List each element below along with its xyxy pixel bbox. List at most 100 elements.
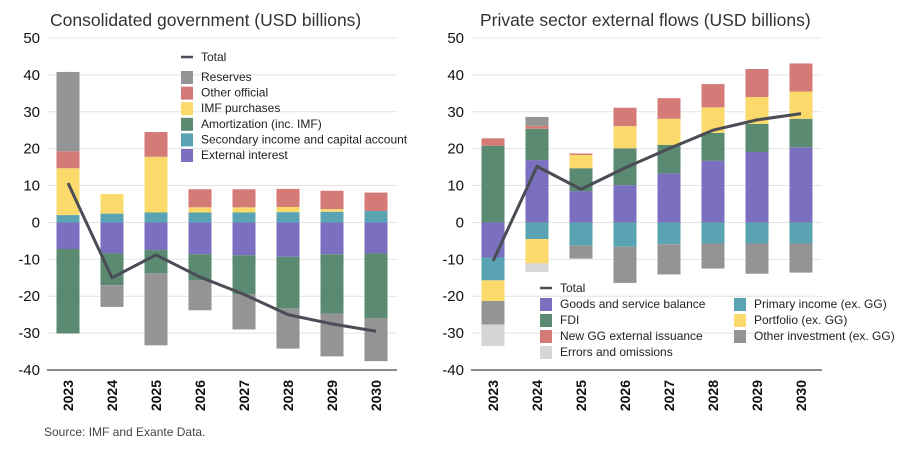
bar-segment-reserves-2026: [188, 280, 212, 311]
x-tick-label: 2030: [793, 380, 809, 411]
legend-swatch: [181, 133, 193, 147]
bar-segment-imf-purchases-2027: [232, 207, 256, 213]
y-tick-label: 40: [23, 67, 40, 84]
bar-segment-other-official-2023: [56, 151, 80, 169]
bar-segment-external-interest-2027: [232, 222, 256, 256]
bar-segment-portfolio-ex-gg--2027: [657, 118, 681, 145]
bar-segment-other-official-2027: [232, 189, 256, 208]
bar-segment-amortization-inc-imf--2023: [56, 249, 80, 334]
bar-segment-secondary-income-and-capital-account-2028: [276, 212, 300, 223]
bar-segment-amortization-inc-imf--2024: [100, 253, 124, 286]
bar-segment-primary-income-ex-gg--2028: [701, 222, 725, 244]
y-tick-label: -30: [18, 325, 40, 342]
bar-segment-amortization-inc-imf--2030: [364, 253, 388, 318]
bar-segment-secondary-income-and-capital-account-2029: [320, 211, 344, 223]
legend-label: Portfolio (ex. GG): [754, 313, 847, 327]
x-tick-label: 2030: [368, 380, 384, 411]
bar-segment-errors-and-omissions-2023: [481, 324, 505, 347]
y-tick-label: -10: [442, 251, 464, 268]
legend-swatch: [540, 330, 552, 343]
x-tick-label: 2028: [705, 380, 721, 411]
y-tick-label: -40: [442, 362, 464, 379]
bar-segment-goods-and-service-balance-2026: [613, 185, 637, 223]
bar-segment-amortization-inc-imf--2028: [276, 256, 300, 309]
y-tick-label: 10: [447, 178, 464, 195]
bar-segment-external-interest-2029: [320, 222, 344, 255]
bar-segment-errors-and-omissions-2024: [525, 263, 549, 272]
bar-segment-secondary-income-and-capital-account-2025: [144, 212, 168, 223]
bar-segment-primary-income-ex-gg--2025: [569, 222, 593, 246]
bar-segment-goods-and-service-balance-2027: [657, 173, 681, 223]
y-tick-label: -40: [18, 362, 40, 379]
bar-segment-goods-and-service-balance-2029: [745, 151, 769, 223]
bar-segment-imf-purchases-2024: [100, 194, 124, 214]
chart-2: Private sector external flows (USD billi…: [442, 10, 894, 411]
legend-label: Amortization (inc. IMF): [201, 117, 322, 131]
bar-segment-other-official-2029: [320, 190, 344, 210]
bar-segment-portfolio-ex-gg--2025: [569, 154, 593, 169]
legend-swatch: [540, 314, 552, 327]
bar-segment-amortization-inc-imf--2027: [232, 255, 256, 295]
bar-segment-imf-purchases-2026: [188, 207, 212, 213]
bar-segment-fdi-2030: [789, 118, 813, 148]
bar-segment-other-official-2030: [364, 192, 388, 212]
bar-segment-other-official-2025: [144, 132, 168, 157]
bar-segment-new-gg-external-issuance-2030: [789, 63, 813, 92]
legend-swatch: [181, 102, 193, 116]
bar-segment-secondary-income-and-capital-account-2030: [364, 211, 388, 223]
bar-segment-primary-income-ex-gg--2023: [481, 257, 505, 281]
legend-label: Secondary income and capital account: [201, 132, 408, 146]
legend-swatch: [181, 149, 193, 162]
bar-segment-other-official-2028: [276, 188, 300, 207]
y-tick-label: 20: [447, 141, 464, 158]
bar-segment-primary-income-ex-gg--2030: [789, 222, 813, 244]
bar-segment-goods-and-service-balance-2025: [569, 191, 593, 223]
total-line: [66, 182, 377, 333]
bar-segment-imf-purchases-2025: [144, 156, 168, 213]
bar-segment-reserves-2023: [56, 71, 80, 152]
bar-segment-other-investment-ex-gg--2026: [613, 246, 637, 283]
legend-swatch: [181, 117, 193, 131]
bar-segment-other-investment-ex-gg--2029: [745, 243, 769, 274]
bar-segment-goods-and-service-balance-2030: [789, 147, 813, 223]
legend-label: Goods and service balance: [560, 297, 706, 311]
legend-label: Other investment (ex. GG): [754, 329, 895, 343]
bar-segment-external-interest-2025: [144, 222, 168, 251]
bar-segment-primary-income-ex-gg--2026: [613, 222, 637, 247]
bar-segment-reserves-2029: [320, 313, 344, 357]
bar-segment-secondary-income-and-capital-account-2026: [188, 212, 212, 223]
bar-segment-amortization-inc-imf--2029: [320, 254, 344, 314]
x-tick-label: 2029: [749, 380, 765, 411]
bar-segment-external-interest-2023: [56, 222, 80, 250]
bar-segment-fdi-2024: [525, 128, 549, 161]
bar-segment-imf-purchases-2023: [56, 168, 80, 216]
legend-swatch: [734, 330, 746, 343]
bar-segment-reserves-2025: [144, 273, 168, 346]
legend-swatch: [734, 298, 746, 311]
bar-segment-other-official-2026: [188, 189, 212, 208]
legend-label: External interest: [201, 148, 288, 162]
bar-segment-imf-purchases-2029: [320, 209, 344, 212]
legend-swatch: [540, 298, 552, 311]
y-tick-label: 0: [32, 214, 40, 231]
bar-segment-primary-income-ex-gg--2024: [525, 222, 549, 240]
bar-segment-other-investment-ex-gg--2027: [657, 244, 681, 275]
bar-segment-portfolio-ex-gg--2024: [525, 239, 549, 264]
x-tick-label: 2026: [192, 380, 208, 411]
bar-segment-other-investment-ex-gg--2024: [525, 116, 549, 126]
bar-segment-secondary-income-and-capital-account-2027: [232, 212, 256, 223]
bar-segment-new-gg-external-issuance-2027: [657, 98, 681, 119]
x-tick-label: 2028: [280, 380, 296, 411]
bar-segment-reserves-2024: [100, 285, 124, 307]
x-tick-label: 2024: [529, 380, 545, 411]
bar-segment-new-gg-external-issuance-2029: [745, 68, 769, 98]
bar-segment-new-gg-external-issuance-2023: [481, 138, 505, 146]
chart-title: Consolidated government (USD billions): [50, 10, 361, 30]
bar-segment-external-interest-2030: [364, 222, 388, 254]
bar-segment-new-gg-external-issuance-2025: [569, 153, 593, 155]
legend-label: IMF purchases: [201, 101, 280, 115]
y-tick-label: -30: [442, 325, 464, 342]
x-tick-label: 2027: [661, 380, 677, 411]
